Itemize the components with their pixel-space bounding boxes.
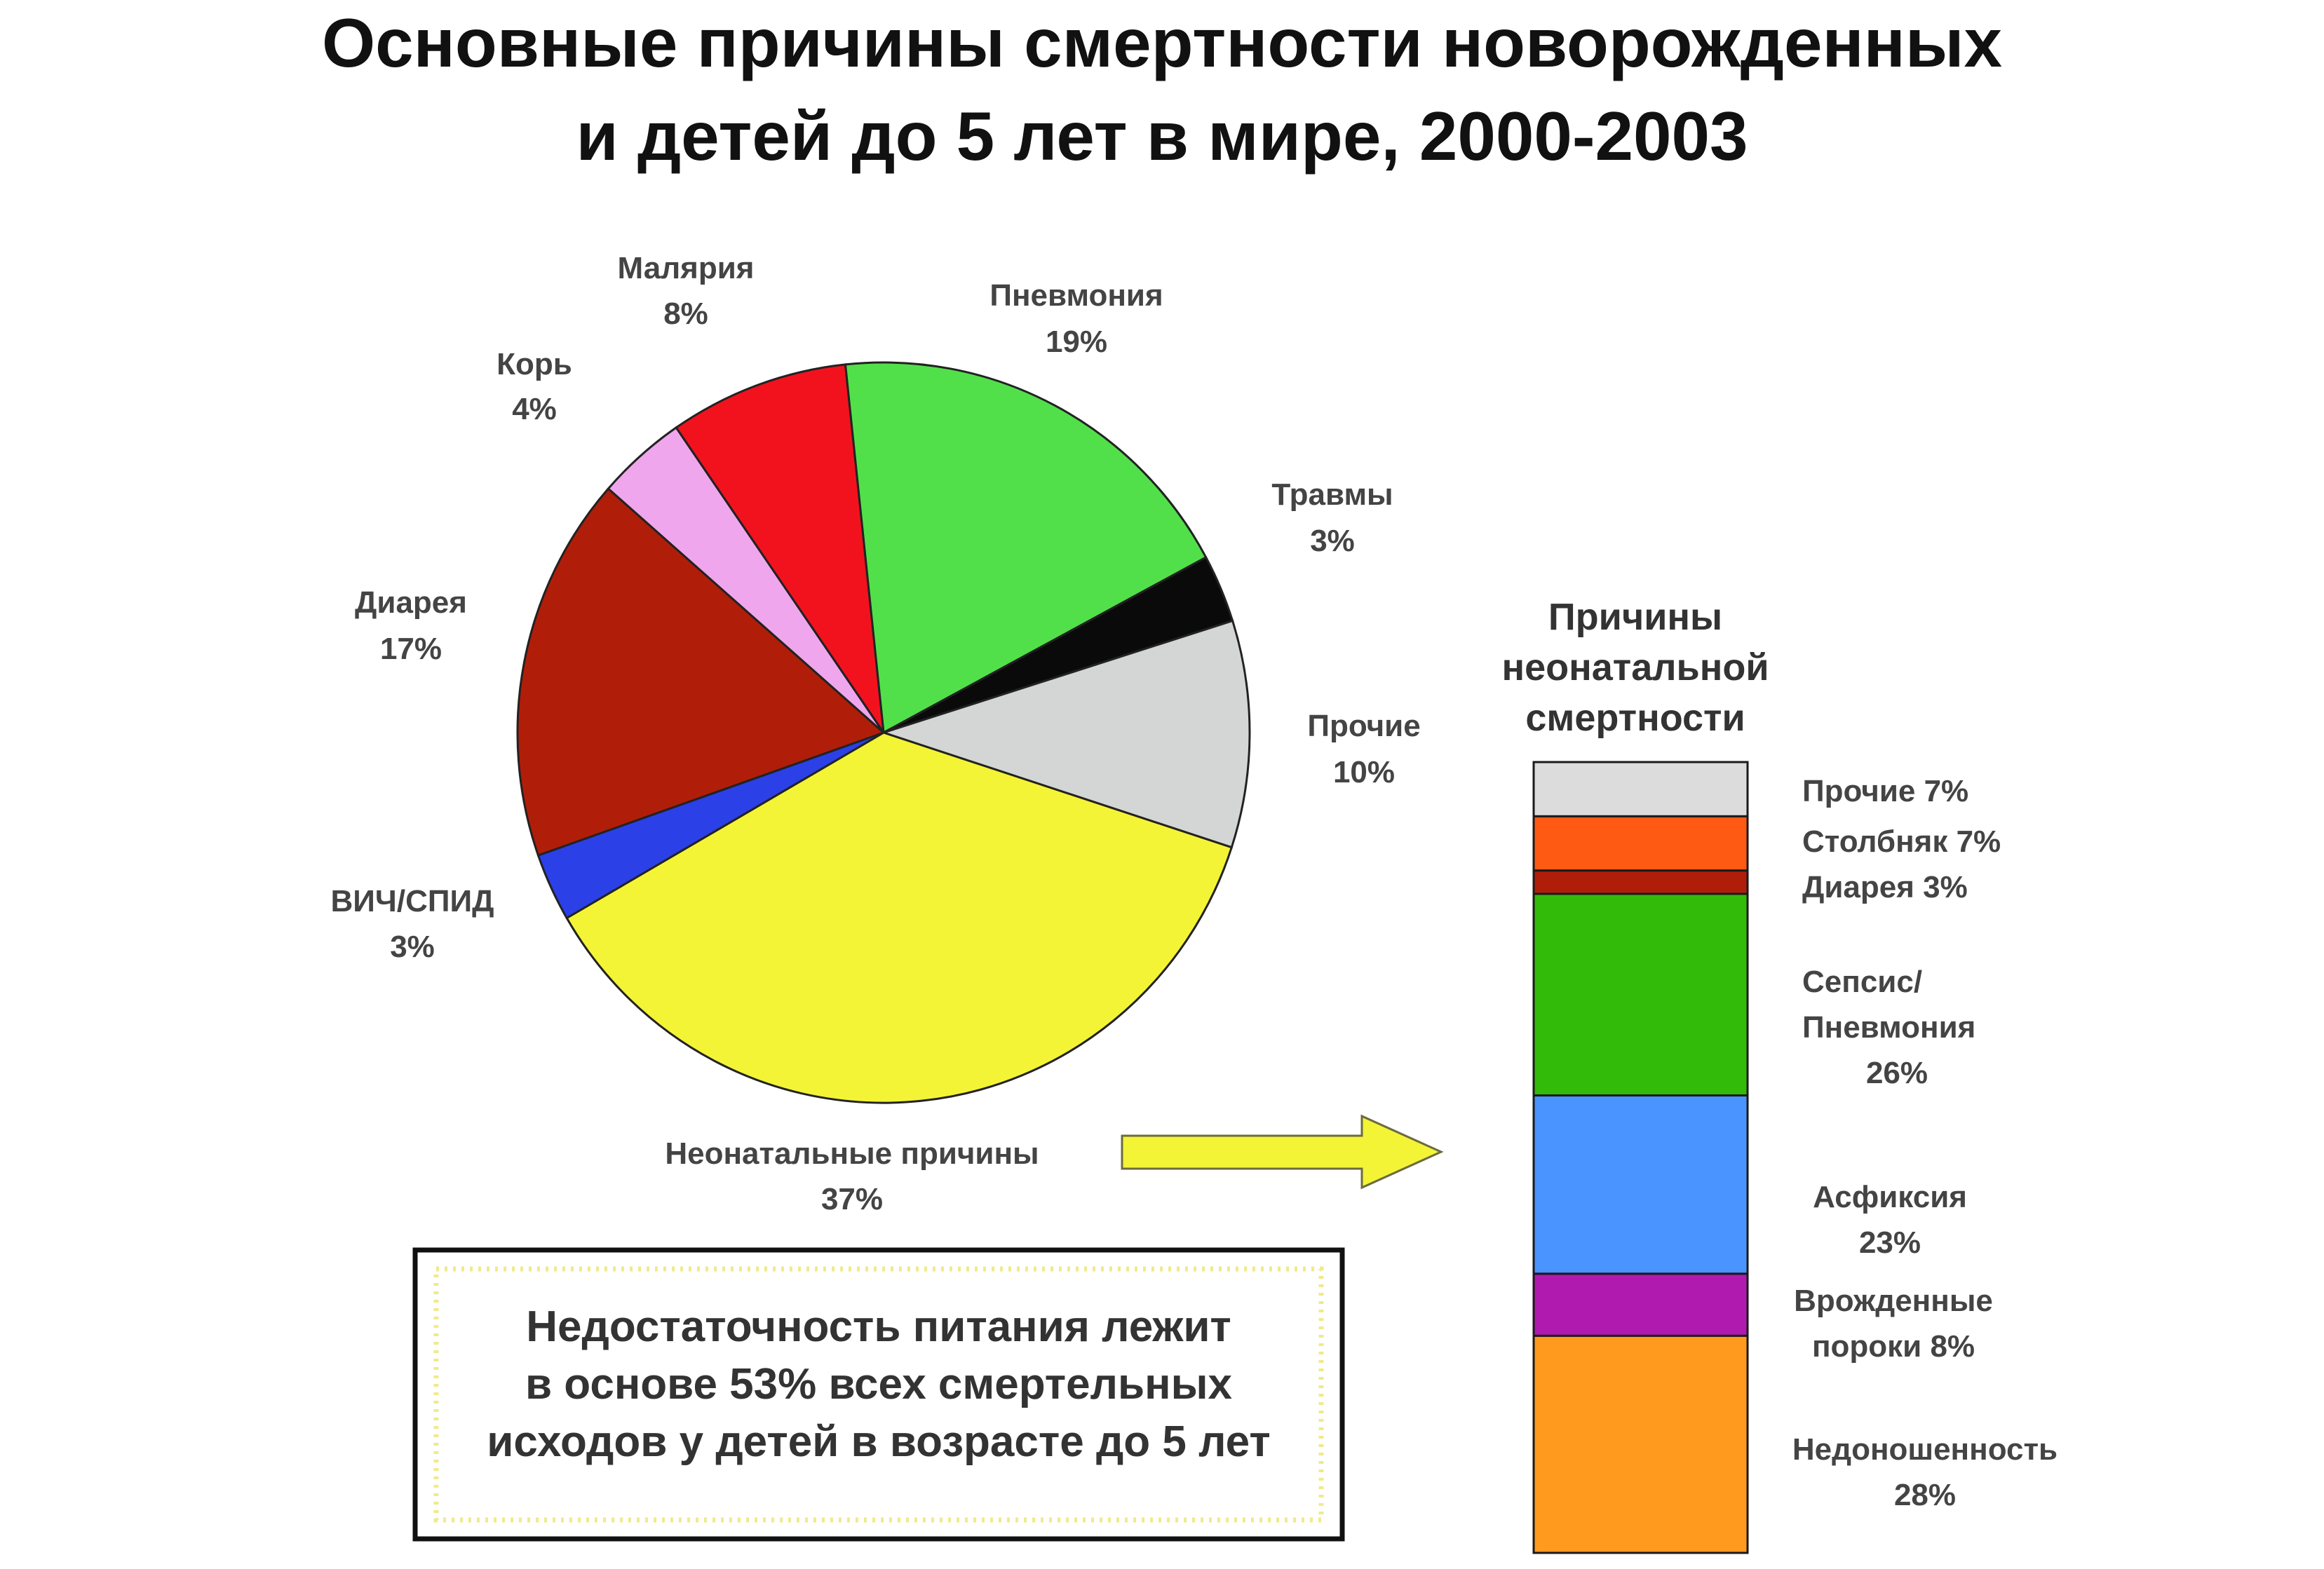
arrow-icon bbox=[1121, 1114, 1444, 1190]
stack-label-sepsis-line-1: Сепсис/ bbox=[1802, 965, 1922, 999]
pie-label-value-measles: 4% bbox=[512, 392, 557, 426]
pie-label-name-injuries: Травмы bbox=[1271, 477, 1393, 512]
pie-label-value-neonatal: 37% bbox=[821, 1182, 883, 1216]
stack-label-sepsis-line-3: 26% bbox=[1866, 1056, 1928, 1090]
stack-label-asphyxia-line-2: 23% bbox=[1859, 1225, 1921, 1260]
stack-segment-1 bbox=[1532, 815, 1749, 872]
pie-chart bbox=[516, 361, 1251, 1104]
stack-label-diarrhea: Диарея 3% bbox=[1802, 870, 1968, 904]
pie-slice-2 bbox=[880, 619, 1251, 849]
pie-labels: Пневмония 19% Травмы 3% Прочие 10% Неона… bbox=[331, 251, 1421, 1216]
stack-segment-6 bbox=[1532, 1334, 1749, 1554]
stack-segment-0 bbox=[1532, 761, 1749, 817]
pie-slice-5 bbox=[516, 487, 886, 857]
stack-label-sepsis-line-2: Пневмония bbox=[1802, 1010, 1975, 1045]
pie-label-value-injuries: 3% bbox=[1310, 524, 1355, 558]
pie-label-value-diarrhea: 17% bbox=[380, 632, 442, 666]
note-box: Недостаточность питания лежит в основе 5… bbox=[412, 1247, 1345, 1542]
chart-title-line-2: и детей до 5 лет в мире, 2000-2003 bbox=[576, 97, 1748, 175]
stack-label-other: Прочие 7% bbox=[1802, 774, 1968, 808]
pie-slice-3 bbox=[565, 731, 1234, 1104]
pie-label-name-pneumonia: Пневмония bbox=[989, 278, 1163, 313]
pie-label-name-other: Прочие bbox=[1307, 709, 1420, 743]
pie-label-name-malaria: Малярия bbox=[618, 251, 755, 285]
stack-label-preterm-line-2: 28% bbox=[1894, 1478, 1956, 1512]
stack-title-line-1: Причины bbox=[1548, 596, 1722, 638]
chart-title-line-1: Основные причины смертности новорожденны… bbox=[322, 4, 2002, 81]
stack-title-line-3: смертности bbox=[1525, 697, 1745, 739]
stack-label-congenital-line-1: Врожденные bbox=[1794, 1284, 1993, 1318]
stack-label-congenital-line-2: пороки 8% bbox=[1812, 1329, 1975, 1364]
stack-segment-4 bbox=[1532, 1094, 1749, 1275]
note-line-2: в основе 53% всех смертельных bbox=[525, 1360, 1233, 1408]
pie-label-value-hiv: 3% bbox=[390, 930, 435, 964]
stack-title-line-2: неонатальной bbox=[1501, 646, 1769, 688]
note-line-1: Недостаточность питания лежит bbox=[526, 1303, 1231, 1351]
stack-label-preterm-line-1: Недоношенность bbox=[1792, 1432, 2058, 1467]
pie-label-value-other: 10% bbox=[1333, 755, 1395, 789]
pie-label-name-measles: Корь bbox=[496, 347, 572, 381]
pie-label-name-neonatal: Неонатальные причины bbox=[665, 1136, 1039, 1171]
pie-label-value-pneumonia: 19% bbox=[1046, 325, 1107, 359]
pie-slice-0 bbox=[844, 361, 1208, 735]
pie-label-name-diarrhea: Диарея bbox=[355, 585, 467, 620]
stack-segment-5 bbox=[1532, 1272, 1749, 1337]
pie-slice-7 bbox=[675, 363, 885, 733]
note-line-3: исходов у детей в возрасте до 5 лет bbox=[487, 1418, 1270, 1466]
pie-label-value-malaria: 8% bbox=[663, 297, 708, 331]
stacked-bar bbox=[1532, 761, 1749, 1554]
stack-label-asphyxia-line-1: Асфиксия bbox=[1813, 1180, 1967, 1214]
stack-segment-2 bbox=[1532, 869, 1749, 895]
stack-segment-3 bbox=[1532, 892, 1749, 1096]
pie-label-name-hiv: ВИЧ/СПИД bbox=[331, 884, 494, 918]
stack-labels: Прочие 7% Столбняк 7% Диарея 3% Сепсис/ … bbox=[1792, 774, 2058, 1512]
stack-label-tetanus: Столбняк 7% bbox=[1802, 824, 2001, 859]
